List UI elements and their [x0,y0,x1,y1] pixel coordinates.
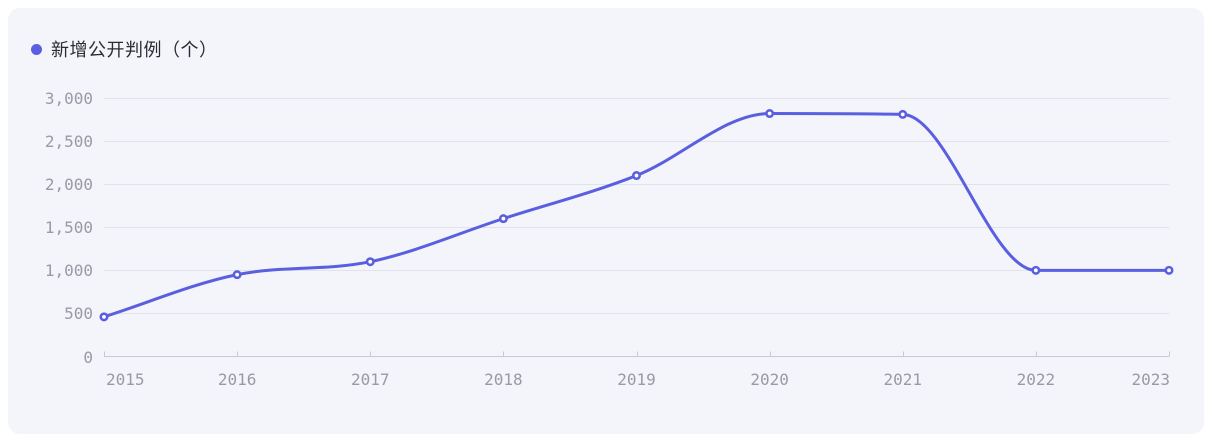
x-axis-label: 2021 [883,370,922,389]
legend-item-label: 新增公开判例（个） [51,40,218,60]
y-axis-label: 0 [83,348,93,367]
gridlines [104,98,1169,314]
data-point-marker[interactable] [765,109,775,119]
y-axis-label: 1,000 [45,261,93,280]
y-axis-labels: 0 500 1,000 1,500 2,000 2,500 3,000 [45,89,93,367]
data-point-marker[interactable] [1164,265,1174,275]
data-point-marker[interactable] [365,257,375,267]
x-axis-label: 2019 [617,370,656,389]
data-point-marker[interactable] [898,109,908,119]
x-axis-label: 2018 [484,370,523,389]
data-point-marker[interactable] [1031,265,1041,275]
x-axis-label: 2017 [351,370,390,389]
data-point-marker[interactable] [631,171,641,181]
x-axis-label: 2016 [218,370,257,389]
y-axis-label: 500 [64,304,93,323]
legend-dot-icon [31,43,42,55]
chart-card [8,8,1204,434]
data-point-marker[interactable] [99,312,109,322]
legend-item-new-public-precedents[interactable]: 新增公开判例（个） [31,36,218,62]
x-axis-label: 2022 [1017,370,1056,389]
x-axis-label: 2020 [750,370,789,389]
series-line [102,112,1171,319]
data-points [99,109,1174,322]
legend: 新增公开判例（个） [31,36,218,62]
x-axis-label: 2023 [1131,370,1170,389]
y-axis-label: 2,500 [45,132,93,151]
x-axis-labels: 2015 2016 2017 2018 2019 2020 2021 2022 2023 [106,370,1170,389]
x-axis-label: 2015 [106,370,145,389]
x-axis [104,351,1170,357]
y-axis-label: 2,000 [45,175,93,194]
data-point-marker[interactable] [232,270,242,280]
y-axis-label: 1,500 [45,218,93,237]
y-axis-label: 3,000 [45,89,93,108]
data-point-marker[interactable] [498,214,508,224]
